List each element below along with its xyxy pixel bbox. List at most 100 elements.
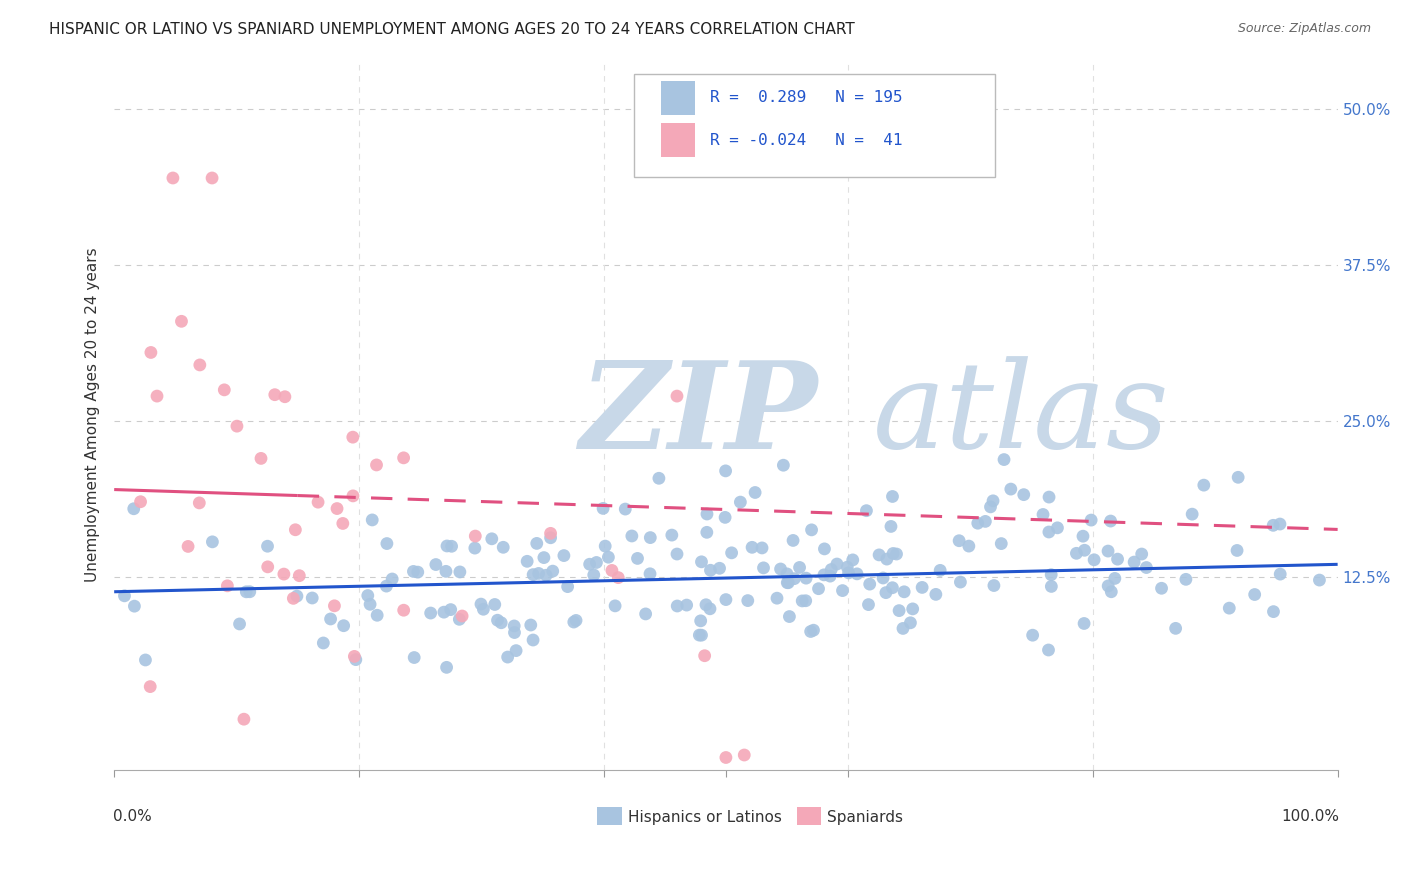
Point — [776, 566, 799, 581]
Point — [533, 550, 555, 565]
Point — [492, 541, 515, 555]
Point — [124, 599, 146, 614]
Text: R =  0.289   N = 195: R = 0.289 N = 195 — [710, 90, 903, 105]
Point — [831, 583, 853, 598]
Y-axis label: Unemployment Among Ages 20 to 24 years: Unemployment Among Ages 20 to 24 years — [86, 247, 100, 582]
Point — [783, 572, 806, 586]
Text: HISPANIC OR LATINO VS SPANIARD UNEMPLOYMENT AMONG AGES 20 TO 24 YEARS CORRELATIO: HISPANIC OR LATINO VS SPANIARD UNEMPLOYM… — [49, 22, 855, 37]
Point — [714, 464, 737, 478]
Point — [880, 519, 903, 533]
Point — [690, 555, 713, 569]
Point — [342, 430, 364, 444]
Point — [343, 649, 366, 664]
Point — [1226, 543, 1249, 558]
Point — [217, 579, 239, 593]
Point — [695, 598, 717, 612]
Point — [957, 539, 980, 553]
Point — [737, 593, 759, 607]
Point — [319, 612, 342, 626]
Point — [357, 589, 380, 603]
Point — [256, 559, 278, 574]
Text: 100.0%: 100.0% — [1281, 809, 1339, 824]
Point — [979, 500, 1001, 514]
Point — [614, 502, 637, 516]
Point — [807, 582, 830, 596]
Text: 0.0%: 0.0% — [112, 809, 152, 824]
Point — [813, 567, 835, 582]
Point — [449, 612, 471, 626]
Point — [522, 567, 544, 582]
Point — [782, 533, 804, 548]
Point — [288, 568, 311, 582]
Point — [1000, 482, 1022, 496]
Point — [323, 599, 346, 613]
Point — [882, 581, 904, 595]
Point — [714, 510, 737, 524]
Point — [607, 571, 630, 585]
Point — [688, 628, 710, 642]
Point — [472, 602, 495, 616]
Point — [326, 501, 349, 516]
Point — [661, 528, 683, 542]
Point — [170, 314, 193, 328]
Point — [789, 560, 811, 574]
Point — [520, 618, 543, 632]
Point — [256, 539, 278, 553]
Point — [250, 451, 273, 466]
Point — [1150, 581, 1173, 595]
Point — [404, 650, 426, 665]
Point — [846, 566, 869, 581]
Point — [177, 540, 200, 554]
FancyBboxPatch shape — [661, 123, 696, 157]
Point — [232, 712, 254, 726]
Point — [766, 591, 789, 606]
Point — [882, 546, 904, 560]
Point — [283, 591, 305, 606]
Point — [440, 602, 463, 616]
Point — [638, 566, 661, 581]
Point — [1021, 628, 1043, 642]
Point — [858, 598, 880, 612]
Point — [273, 567, 295, 582]
Point — [981, 493, 1004, 508]
Point — [527, 566, 550, 581]
Point — [557, 580, 579, 594]
Point — [1040, 579, 1063, 593]
Point — [1107, 552, 1129, 566]
Point — [714, 750, 737, 764]
Point — [1083, 553, 1105, 567]
Text: Spaniards: Spaniards — [828, 810, 904, 825]
Point — [990, 536, 1012, 550]
Point — [434, 565, 457, 579]
Point — [665, 389, 688, 403]
Point — [481, 532, 503, 546]
Point — [690, 628, 713, 642]
Point — [876, 552, 898, 566]
Point — [1038, 524, 1060, 539]
Point — [733, 747, 755, 762]
Point — [392, 603, 415, 617]
Point — [825, 557, 848, 571]
Point — [1073, 616, 1095, 631]
Point — [1099, 584, 1122, 599]
Point — [709, 561, 731, 575]
Text: Source: ZipAtlas.com: Source: ZipAtlas.com — [1237, 22, 1371, 36]
Point — [139, 680, 162, 694]
Point — [1099, 514, 1122, 528]
Point — [776, 575, 799, 590]
Point — [214, 383, 236, 397]
Point — [778, 575, 800, 590]
Point — [228, 617, 250, 632]
Point — [792, 594, 814, 608]
Point — [794, 571, 817, 585]
Point — [129, 494, 152, 508]
Point — [1038, 490, 1060, 504]
Text: atlas: atlas — [873, 356, 1170, 474]
Point — [1104, 571, 1126, 585]
Point — [838, 566, 860, 580]
Point — [503, 625, 526, 640]
Point — [741, 541, 763, 555]
Point — [730, 495, 752, 509]
Point — [578, 558, 600, 572]
Point — [239, 584, 262, 599]
